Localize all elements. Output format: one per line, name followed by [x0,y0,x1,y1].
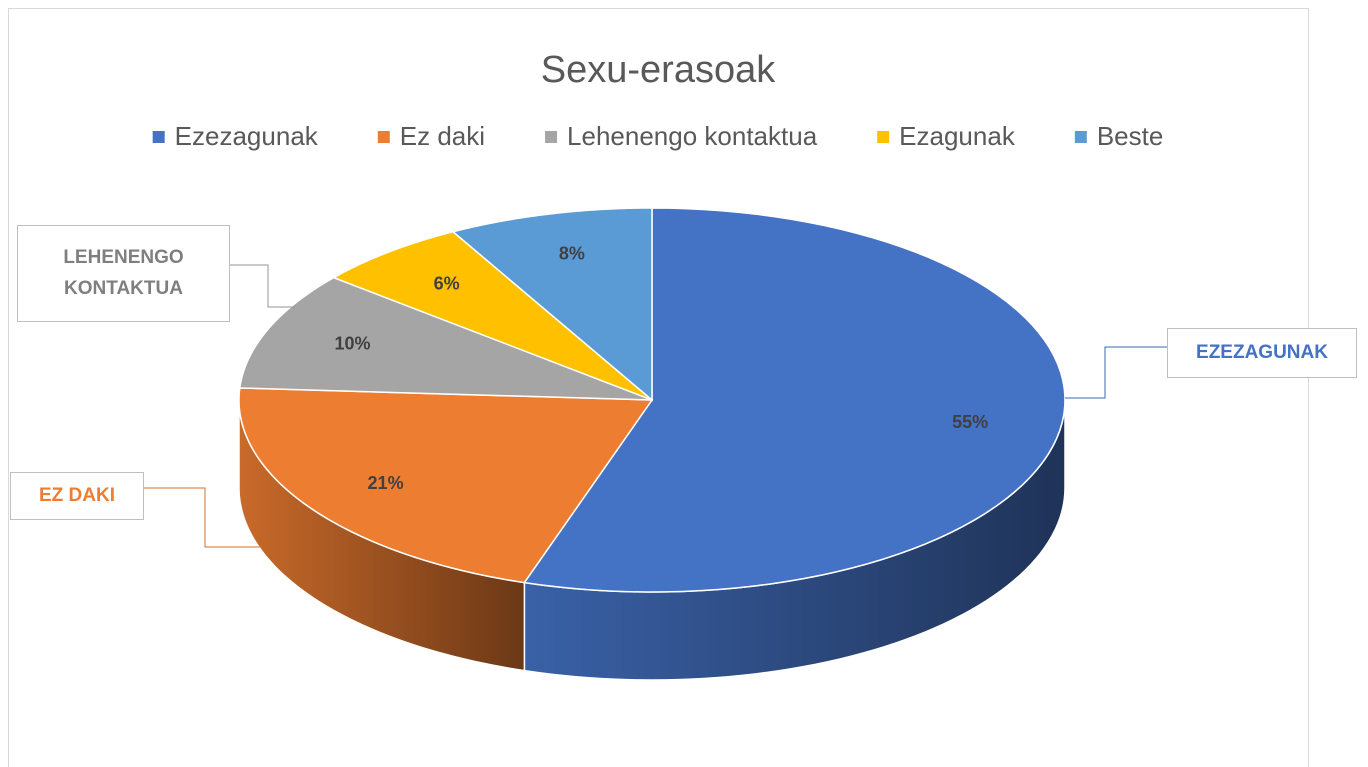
slice [451,207,653,402]
legend-swatch [152,131,165,143]
data-label: 6% [434,273,460,293]
legend-swatch [377,131,390,143]
chart-title: Sexu-erasoak [541,49,776,91]
callout-label: EZEZAGUNAK [1167,328,1357,378]
legend-item: Ezagunak [877,121,1016,151]
leaders [144,264,1167,548]
slice [238,387,654,584]
callout-label: LEHENENGO KONTAKTUA [17,225,230,322]
slice [238,276,653,401]
slice [523,207,1066,593]
legend-item: Lehenengo kontaktua [545,121,818,151]
data-label: 21% [368,473,404,493]
legend-label: Ezagunak [899,121,1016,151]
leader-line [1065,346,1167,399]
legend: Ezezagunak Ez daki Lehenengo kontaktua Ezag… [152,121,1164,151]
legend-item: Ezezagunak [152,121,319,151]
slice [332,230,653,401]
legend-label: Lehenengo kontaktua [567,121,818,151]
leader-line [144,487,262,548]
legend-swatch [1074,131,1087,143]
legend-item: Beste [1074,121,1164,151]
legend-swatch [545,131,558,143]
legend-label: Ez daki [400,121,485,151]
callout-label: EZ DAKI [10,472,144,520]
legend-swatch [877,131,890,143]
data-label: 55% [952,412,988,432]
pie: 55% 21% 10% 6% 8% [238,207,1066,681]
data-label: 10% [334,334,370,354]
data-label: 8% [559,244,585,264]
leader-line [230,264,295,308]
legend-label: Beste [1097,121,1164,151]
legend-label: Ezezagunak [175,121,319,151]
legend-item: Ez daki [377,121,485,151]
